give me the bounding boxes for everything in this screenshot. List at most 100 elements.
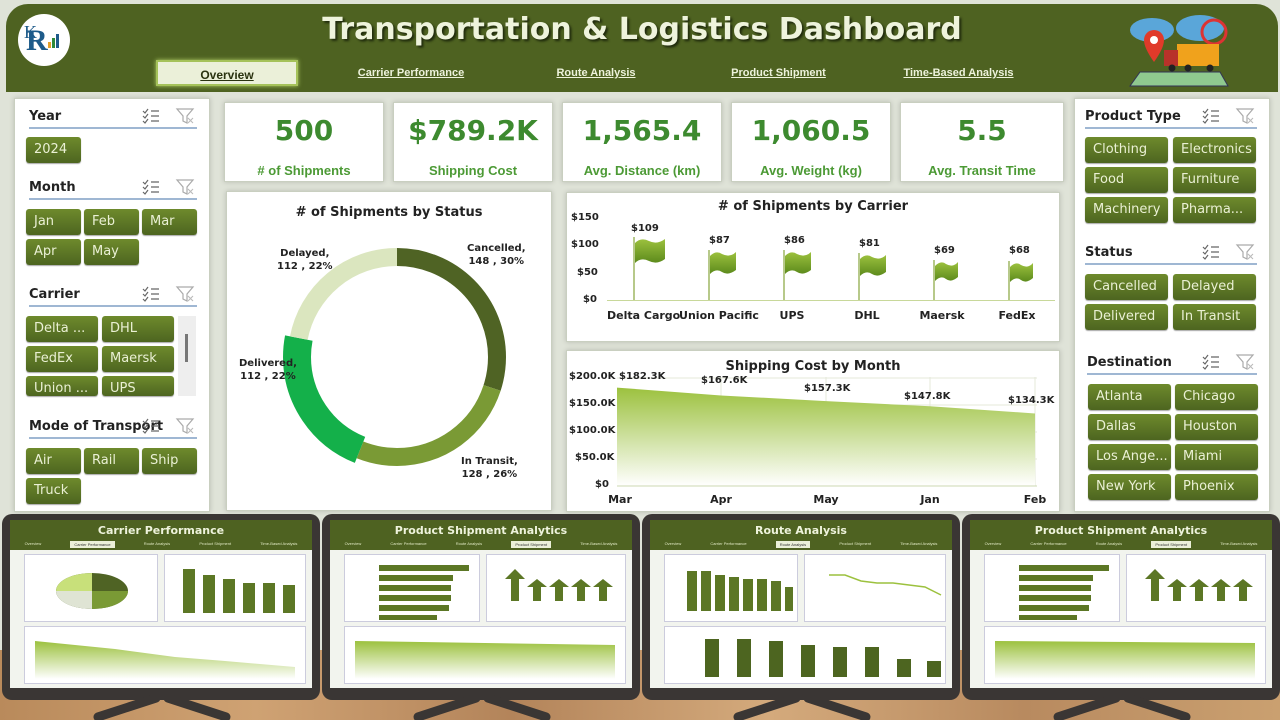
- clear-filter-icon[interactable]: [1235, 243, 1255, 261]
- month-chip-apr[interactable]: Apr: [26, 239, 81, 265]
- mode-chip-rail[interactable]: Rail: [84, 448, 139, 474]
- clear-filter-icon[interactable]: [1235, 107, 1255, 125]
- value-label: $68: [1009, 245, 1030, 256]
- mode-chip-truck[interactable]: Truck: [26, 478, 81, 504]
- product-chip-machinery[interactable]: Machinery: [1085, 197, 1168, 223]
- tab-route-analysis[interactable]: Route Analysis: [556, 67, 636, 79]
- clear-filter-icon[interactable]: [175, 178, 195, 196]
- value-label: $69: [934, 245, 955, 256]
- preview-title: Route Analysis: [755, 524, 847, 537]
- month-chip-may[interactable]: May: [84, 239, 139, 265]
- year-slicer-header: Year: [29, 105, 197, 129]
- multi-select-icon[interactable]: [1201, 243, 1221, 261]
- mode-chip-ship[interactable]: Ship: [142, 448, 197, 474]
- multi-select-icon[interactable]: [1201, 107, 1221, 125]
- tab-overview[interactable]: Overview: [156, 60, 298, 86]
- preview-monitor-carrier-performance: Carrier Performance Overview Carrier Perf…: [2, 514, 320, 720]
- product-type-slicer-title: Product Type: [1085, 109, 1181, 124]
- kpi-card-shipments: 500 # of Shipments: [224, 102, 384, 182]
- preview-hbar-chart: [344, 554, 480, 622]
- page-title: Transportation & Logistics Dashboard: [322, 12, 962, 47]
- preview-title: Product Shipment Analytics: [394, 524, 568, 537]
- year-chip-2024[interactable]: 2024: [26, 137, 81, 163]
- product-chip-clothing[interactable]: Clothing: [1085, 137, 1168, 163]
- clear-filter-icon[interactable]: [175, 107, 195, 125]
- status-chip-delayed[interactable]: Delayed: [1173, 274, 1256, 300]
- destination-chip-atlanta[interactable]: Atlanta: [1088, 384, 1171, 410]
- value-label: $182.3K: [619, 371, 666, 382]
- x-category: Maersk: [919, 309, 965, 322]
- status-slicer-title: Status: [1085, 245, 1133, 260]
- multi-select-icon[interactable]: [141, 178, 161, 196]
- y-tick: $0: [595, 479, 609, 490]
- x-category: Mar: [608, 493, 632, 506]
- y-tick: $100.0K: [569, 425, 616, 436]
- tab-product-shipment[interactable]: Product Shipment: [731, 67, 826, 79]
- preview-bar-chart: [664, 554, 798, 622]
- tab-time-based-analysis[interactable]: Time-Based Analysis: [903, 67, 1014, 79]
- status-chip-cancelled[interactable]: Cancelled: [1085, 274, 1168, 300]
- month-chip-jan[interactable]: Jan: [26, 209, 81, 235]
- x-category: UPS: [779, 309, 805, 322]
- product-chip-food[interactable]: Food: [1085, 167, 1168, 193]
- status-chip-delivered[interactable]: Delivered: [1085, 304, 1168, 330]
- preview-area-chart: [984, 626, 1266, 684]
- x-category: FedEx: [998, 309, 1036, 322]
- destination-chip-los-angeles[interactable]: Los Ange...: [1088, 444, 1171, 470]
- svg-text:K: K: [24, 22, 37, 42]
- value-label: $157.3K: [804, 383, 851, 394]
- area-graphic: [617, 377, 1037, 487]
- month-chip-feb[interactable]: Feb: [84, 209, 139, 235]
- kpi-card-avg-weight: 1,060.5 Avg. Weight (kg): [731, 102, 891, 182]
- carrier-slicer-header: Carrier: [29, 283, 197, 307]
- label-delayed: Delayed, 112 , 22%: [277, 248, 333, 272]
- product-chip-electronics[interactable]: Electronics: [1173, 137, 1256, 163]
- flag-markers: [633, 237, 1033, 300]
- clear-filter-icon[interactable]: [1235, 353, 1255, 371]
- status-chip-in-transit[interactable]: In Transit: [1173, 304, 1256, 330]
- preview-3d-bar-chart: [664, 626, 946, 684]
- product-chip-pharma[interactable]: Pharma...: [1173, 197, 1256, 223]
- y-tick: $50.0K: [575, 452, 615, 463]
- value-label: $147.8K: [904, 391, 951, 402]
- destination-chip-dallas[interactable]: Dallas: [1088, 414, 1171, 440]
- preview-arrow-chart: [1126, 554, 1266, 622]
- preview-arrow-chart: [486, 554, 626, 622]
- x-category: May: [813, 493, 839, 506]
- kpi-value: 5.5: [957, 114, 1007, 147]
- destination-chip-houston[interactable]: Houston: [1175, 414, 1258, 440]
- multi-select-icon[interactable]: [1201, 353, 1221, 371]
- label-in-transit: In Transit, 128 , 26%: [461, 456, 518, 480]
- carrier-chip-delta[interactable]: Delta ...: [26, 316, 98, 342]
- destination-chip-phoenix[interactable]: Phoenix: [1175, 474, 1258, 500]
- kpi-label: Avg. Distance (km): [583, 163, 701, 178]
- carrier-chip-maersk[interactable]: Maersk: [102, 346, 174, 372]
- clear-filter-icon[interactable]: [175, 285, 195, 303]
- month-chip-mar[interactable]: Mar: [142, 209, 197, 235]
- carrier-chip-fedex[interactable]: FedEx: [26, 346, 98, 372]
- carrier-scrollbar[interactable]: [178, 316, 196, 396]
- product-chip-furniture[interactable]: Furniture: [1173, 167, 1256, 193]
- multi-select-icon[interactable]: [141, 107, 161, 125]
- multi-select-icon[interactable]: [141, 417, 161, 435]
- value-label: $134.3K: [1008, 395, 1055, 406]
- chart-title: # of Shipments by Carrier: [717, 199, 909, 214]
- clear-filter-icon[interactable]: [175, 417, 195, 435]
- multi-select-icon[interactable]: [141, 285, 161, 303]
- tab-carrier-performance[interactable]: Carrier Performance: [357, 67, 465, 79]
- value-label: $167.6K: [701, 375, 748, 386]
- carrier-chip-ups[interactable]: UPS: [102, 376, 174, 396]
- preview-monitor-product-shipment-2: Product Shipment Analytics Overview Carri…: [962, 514, 1280, 720]
- preview-monitor-product-shipment: Product Shipment Analytics Overview Carri…: [322, 514, 640, 720]
- destination-chip-miami[interactable]: Miami: [1175, 444, 1258, 470]
- destination-chip-new-york[interactable]: New York: [1088, 474, 1171, 500]
- carrier-chip-union[interactable]: Union ...: [26, 376, 98, 396]
- x-category: Union Pacific: [679, 309, 759, 322]
- mode-chip-air[interactable]: Air: [26, 448, 81, 474]
- destination-chip-chicago[interactable]: Chicago: [1175, 384, 1258, 410]
- y-tick: $100: [571, 239, 599, 250]
- carrier-chip-dhl[interactable]: DHL: [102, 316, 174, 342]
- scrollbar-thumb[interactable]: [185, 334, 188, 362]
- dashboard-header: R K Transportation & Logistics Dashboard…: [6, 4, 1278, 92]
- svg-text:R: R: [26, 24, 48, 57]
